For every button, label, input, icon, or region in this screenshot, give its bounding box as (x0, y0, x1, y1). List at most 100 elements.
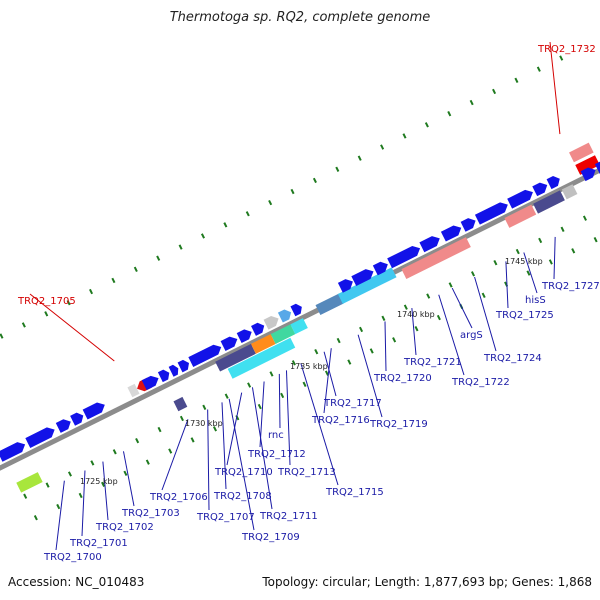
gene-feature[interactable] (460, 218, 476, 232)
gene-label-trq2_1709[interactable]: TRQ2_1709 (241, 532, 300, 543)
tick-marks (0, 55, 598, 521)
accession-text: Accession: NC_010483 (8, 575, 145, 589)
gene-feature[interactable] (351, 269, 374, 287)
gene-feature[interactable] (141, 375, 159, 391)
label-leader (323, 351, 337, 397)
gene-feature[interactable] (474, 202, 508, 225)
gene-feature[interactable] (157, 369, 170, 383)
gene-feature[interactable] (419, 236, 440, 253)
gene-label-trq2_1719[interactable]: TRQ2_1719 (369, 419, 428, 430)
gene-feature[interactable] (220, 336, 238, 351)
gene-label-trq2_1715[interactable]: TRQ2_1715 (325, 487, 384, 498)
gene-feature[interactable] (532, 182, 548, 197)
gene-feature[interactable] (290, 318, 308, 335)
gene-label-trq2_1716[interactable]: TRQ2_1716 (311, 415, 370, 426)
label-leader (81, 470, 86, 537)
tick-mark (515, 248, 520, 255)
gene-feature[interactable] (250, 334, 276, 354)
gene-feature[interactable] (575, 155, 600, 175)
gene-label-args[interactable]: argS (460, 330, 483, 341)
topology-text: Topology: circular; Length: 1,877,693 bp… (262, 575, 592, 589)
gene-label-trq2_1710[interactable]: TRQ2_1710 (214, 467, 273, 478)
gene-feature[interactable] (177, 359, 190, 373)
gene-feature[interactable] (70, 412, 84, 426)
gene-label-trq2_1721[interactable]: TRQ2_1721 (403, 357, 462, 368)
tick-mark (33, 515, 38, 521)
gene-feature[interactable] (504, 204, 537, 228)
tick-mark (536, 66, 541, 72)
tick-mark (90, 460, 95, 466)
gene-feature[interactable] (337, 279, 353, 293)
gene-feature[interactable] (82, 402, 105, 420)
gene-feature[interactable] (290, 303, 302, 317)
gene-feature[interactable] (372, 261, 388, 276)
gene-label-trq2_1711[interactable]: TRQ2_1711 (259, 511, 318, 522)
gene-label-rnc[interactable]: rnc (268, 430, 284, 441)
gene-label-trq2_1701[interactable]: TRQ2_1701 (69, 538, 128, 549)
gene-feature[interactable] (337, 267, 397, 304)
gene-label-trq2_1703[interactable]: TRQ2_1703 (121, 508, 180, 519)
tick-mark (392, 337, 397, 343)
gene-feature[interactable] (0, 442, 26, 462)
tick-mark (112, 449, 117, 455)
gene-label-trq2_1708[interactable]: TRQ2_1708 (213, 491, 272, 502)
gene-feature[interactable] (188, 344, 222, 367)
gene-label-trq2_1724[interactable]: TRQ2_1724 (483, 353, 542, 364)
gene-label-trq2_1720[interactable]: TRQ2_1720 (373, 373, 432, 384)
gene-label-trq2_1717[interactable]: TRQ2_1717 (323, 398, 382, 409)
gene-feature[interactable] (215, 343, 256, 372)
gene-feature[interactable] (236, 329, 252, 343)
gene-label-trq2_1702[interactable]: TRQ2_1702 (95, 522, 154, 533)
gene-label-trq2_1700[interactable]: TRQ2_1700 (43, 552, 102, 563)
gene-feature[interactable] (569, 142, 594, 163)
gene-feature[interactable] (270, 324, 296, 344)
gene-feature[interactable] (546, 176, 560, 190)
label-leader (438, 294, 465, 376)
gene-feature[interactable] (227, 337, 296, 379)
gene-feature[interactable] (16, 472, 43, 493)
gene-feature[interactable] (594, 160, 600, 174)
gene-feature[interactable] (127, 383, 140, 398)
gene-label-trq2_1722[interactable]: TRQ2_1722 (451, 377, 510, 388)
gene-label-trq2_1732[interactable]: TRQ2_1732 (537, 44, 596, 55)
gene-label-trq2_1706[interactable]: TRQ2_1706 (149, 492, 208, 503)
label-leader (451, 287, 473, 329)
gene-feature[interactable] (277, 309, 292, 323)
gene-feature[interactable] (401, 237, 471, 280)
gene-feature[interactable] (55, 419, 71, 433)
gene-label-trq2_1705[interactable]: TRQ2_1705 (17, 296, 76, 307)
tick-mark (257, 403, 262, 410)
gene-feature[interactable] (507, 189, 533, 209)
gene-feature[interactable] (533, 190, 565, 214)
tick-mark (123, 470, 128, 476)
tick-mark (582, 215, 587, 221)
tick-mark (559, 55, 564, 61)
tick-mark (23, 493, 28, 499)
tick-mark (426, 293, 431, 299)
gene-label-trq2_1725[interactable]: TRQ2_1725 (495, 310, 554, 321)
gene-feature[interactable] (168, 364, 179, 377)
gene-feature[interactable] (251, 322, 265, 336)
tick-mark (66, 300, 71, 306)
label-leader (357, 334, 383, 418)
gene-feature[interactable] (440, 225, 462, 242)
label-leader (29, 293, 115, 362)
gene-label-trq2_1707[interactable]: TRQ2_1707 (196, 512, 255, 523)
gene-label-trq2_1713[interactable]: TRQ2_1713 (277, 467, 336, 478)
gene-feature[interactable] (561, 184, 578, 200)
label-leader (384, 321, 387, 372)
tick-mark (514, 77, 519, 83)
gene-feature[interactable] (173, 396, 188, 412)
gene-label-trq2_1727[interactable]: TRQ2_1727 (541, 281, 600, 292)
gene-feature[interactable] (263, 316, 279, 330)
gene-feature[interactable] (580, 167, 596, 182)
gene-feature[interactable] (387, 245, 421, 269)
gene-label-trq2_1712[interactable]: TRQ2_1712 (247, 449, 306, 460)
label-leader (300, 363, 339, 486)
tick-mark (245, 211, 250, 217)
gene-label-hiss[interactable]: hisS (525, 295, 546, 306)
tick-mark (290, 188, 295, 195)
gene-feature[interactable] (315, 293, 344, 316)
gene-feature[interactable] (25, 427, 55, 448)
